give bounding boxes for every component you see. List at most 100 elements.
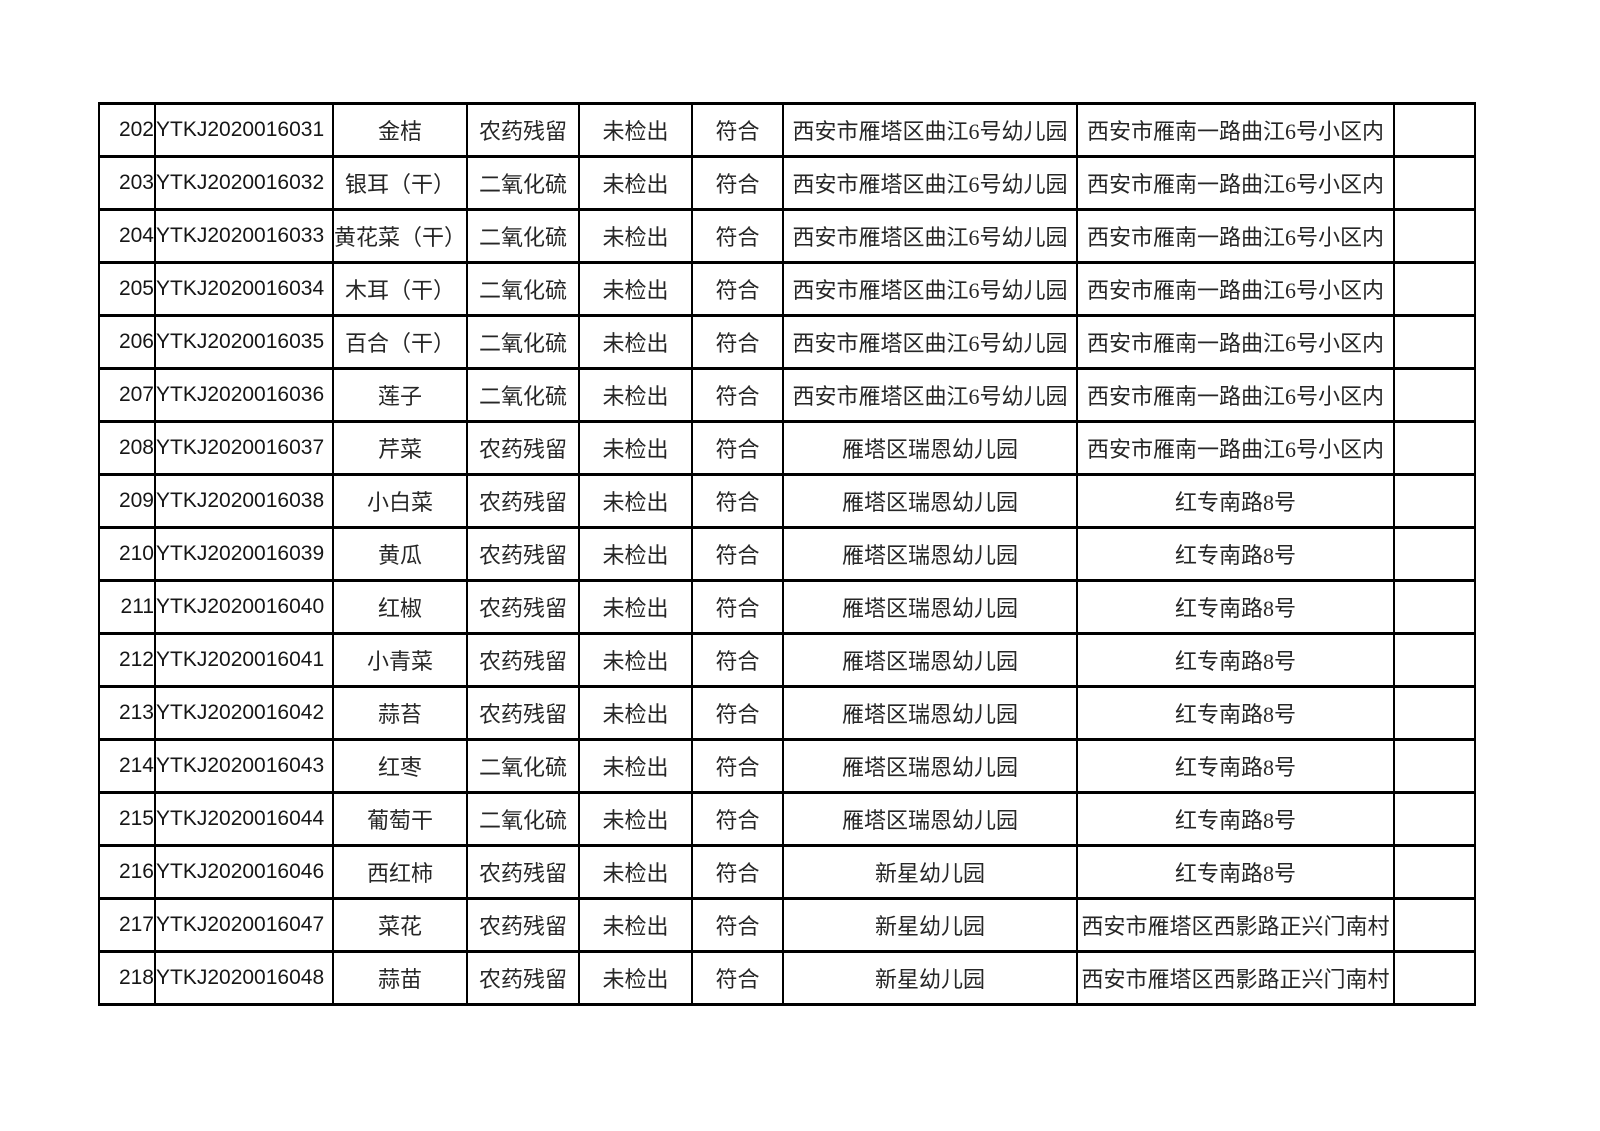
cell-unit-address: 西安市雁南一路曲江6号小区内 bbox=[1076, 367, 1396, 423]
table-row: 213 YTKJ2020016042 蒜苔 农药残留 未检出 符合 雁塔区瑞恩幼儿园 红专南路… bbox=[98, 685, 1477, 741]
cell-unit-address: 红专南路8号 bbox=[1076, 526, 1396, 582]
cell-sample-name: 菜花 bbox=[331, 897, 469, 953]
cell-conclusion: 符合 bbox=[691, 950, 785, 1006]
cell-conclusion: 符合 bbox=[691, 738, 785, 794]
cell-test-result: 未检出 bbox=[578, 526, 694, 582]
cell-sample-code: YTKJ2020016031 bbox=[154, 102, 334, 158]
cell-conclusion: 符合 bbox=[691, 208, 785, 264]
cell-unit-address: 西安市雁塔区西影路正兴门南村 bbox=[1076, 950, 1396, 1006]
cell-row-number: 211 bbox=[98, 579, 156, 635]
cell-test-result: 未检出 bbox=[578, 102, 694, 158]
cell-test-result: 未检出 bbox=[578, 685, 694, 741]
cell-unit-address: 西安市雁南一路曲江6号小区内 bbox=[1076, 261, 1396, 317]
cell-sampled-unit: 雁塔区瑞恩幼儿园 bbox=[782, 632, 1079, 688]
cell-sampled-unit: 西安市雁塔区曲江6号幼儿园 bbox=[782, 261, 1079, 317]
cell-test-item: 农药残留 bbox=[466, 420, 581, 476]
cell-test-item: 农药残留 bbox=[466, 685, 581, 741]
cell-sample-code: YTKJ2020016038 bbox=[154, 473, 334, 529]
cell-test-item: 二氧化硫 bbox=[466, 367, 581, 423]
cell-test-item: 二氧化硫 bbox=[466, 155, 581, 211]
cell-test-item: 农药残留 bbox=[466, 102, 581, 158]
cell-row-number: 213 bbox=[98, 685, 156, 741]
cell-unit-address: 西安市雁塔区西影路正兴门南村 bbox=[1076, 897, 1396, 953]
table-row: 210 YTKJ2020016039 黄瓜 农药残留 未检出 符合 雁塔区瑞恩幼儿园 红专南路… bbox=[98, 526, 1477, 582]
cell-remark bbox=[1393, 155, 1477, 211]
cell-sample-name: 黄瓜 bbox=[331, 526, 469, 582]
cell-sample-code: YTKJ2020016033 bbox=[154, 208, 334, 264]
cell-sample-name: 蒜苔 bbox=[331, 685, 469, 741]
cell-sample-name: 银耳（干） bbox=[331, 155, 469, 211]
cell-sample-name: 莲子 bbox=[331, 367, 469, 423]
cell-row-number: 206 bbox=[98, 314, 156, 370]
cell-unit-address: 红专南路8号 bbox=[1076, 632, 1396, 688]
cell-sampled-unit: 雁塔区瑞恩幼儿园 bbox=[782, 791, 1079, 847]
cell-sample-name: 金桔 bbox=[331, 102, 469, 158]
cell-conclusion: 符合 bbox=[691, 314, 785, 370]
cell-sample-code: YTKJ2020016039 bbox=[154, 526, 334, 582]
table-row: 205 YTKJ2020016034 木耳（干） 二氧化硫 未检出 符合 西安市雁塔区曲江6… bbox=[98, 261, 1477, 317]
cell-test-item: 二氧化硫 bbox=[466, 261, 581, 317]
cell-row-number: 217 bbox=[98, 897, 156, 953]
cell-remark bbox=[1393, 367, 1477, 423]
cell-conclusion: 符合 bbox=[691, 844, 785, 900]
cell-test-result: 未检出 bbox=[578, 791, 694, 847]
cell-sampled-unit: 雁塔区瑞恩幼儿园 bbox=[782, 579, 1079, 635]
cell-remark bbox=[1393, 950, 1477, 1006]
cell-unit-address: 红专南路8号 bbox=[1076, 685, 1396, 741]
cell-remark bbox=[1393, 844, 1477, 900]
cell-remark bbox=[1393, 526, 1477, 582]
cell-row-number: 203 bbox=[98, 155, 156, 211]
cell-row-number: 207 bbox=[98, 367, 156, 423]
table-row: 206 YTKJ2020016035 百合（干） 二氧化硫 未检出 符合 西安市雁塔区曲江6… bbox=[98, 314, 1477, 370]
cell-unit-address: 西安市雁南一路曲江6号小区内 bbox=[1076, 420, 1396, 476]
cell-row-number: 208 bbox=[98, 420, 156, 476]
cell-row-number: 215 bbox=[98, 791, 156, 847]
cell-sampled-unit: 西安市雁塔区曲江6号幼儿园 bbox=[782, 367, 1079, 423]
cell-test-result: 未检出 bbox=[578, 738, 694, 794]
cell-test-result: 未检出 bbox=[578, 579, 694, 635]
cell-remark bbox=[1393, 102, 1477, 158]
cell-remark bbox=[1393, 632, 1477, 688]
cell-row-number: 218 bbox=[98, 950, 156, 1006]
cell-remark bbox=[1393, 208, 1477, 264]
cell-sampled-unit: 雁塔区瑞恩幼儿园 bbox=[782, 420, 1079, 476]
cell-remark bbox=[1393, 897, 1477, 953]
cell-row-number: 205 bbox=[98, 261, 156, 317]
cell-sampled-unit: 雁塔区瑞恩幼儿园 bbox=[782, 526, 1079, 582]
cell-row-number: 212 bbox=[98, 632, 156, 688]
cell-sample-name: 红枣 bbox=[331, 738, 469, 794]
cell-conclusion: 符合 bbox=[691, 420, 785, 476]
table-row: 211 YTKJ2020016040 红椒 农药残留 未检出 符合 雁塔区瑞恩幼儿园 红专南路… bbox=[98, 579, 1477, 635]
cell-unit-address: 西安市雁南一路曲江6号小区内 bbox=[1076, 314, 1396, 370]
table-row: 207 YTKJ2020016036 莲子 二氧化硫 未检出 符合 西安市雁塔区曲江6号幼儿… bbox=[98, 367, 1477, 423]
cell-conclusion: 符合 bbox=[691, 102, 785, 158]
cell-sampled-unit: 雁塔区瑞恩幼儿园 bbox=[782, 738, 1079, 794]
cell-test-result: 未检出 bbox=[578, 261, 694, 317]
cell-sample-code: YTKJ2020016048 bbox=[154, 950, 334, 1006]
cell-test-item: 二氧化硫 bbox=[466, 208, 581, 264]
cell-sampled-unit: 新星幼儿园 bbox=[782, 844, 1079, 900]
cell-unit-address: 红专南路8号 bbox=[1076, 791, 1396, 847]
cell-conclusion: 符合 bbox=[691, 155, 785, 211]
table-row: 218 YTKJ2020016048 蒜苗 农药残留 未检出 符合 新星幼儿园 西安市雁塔区西… bbox=[98, 950, 1477, 1006]
table-row: 215 YTKJ2020016044 葡萄干 二氧化硫 未检出 符合 雁塔区瑞恩幼儿园 红专南… bbox=[98, 791, 1477, 847]
cell-conclusion: 符合 bbox=[691, 632, 785, 688]
cell-sampled-unit: 新星幼儿园 bbox=[782, 897, 1079, 953]
cell-sample-name: 黄花菜（干） bbox=[331, 208, 469, 264]
cell-row-number: 204 bbox=[98, 208, 156, 264]
cell-sampled-unit: 雁塔区瑞恩幼儿园 bbox=[782, 685, 1079, 741]
cell-sampled-unit: 新星幼儿园 bbox=[782, 950, 1079, 1006]
cell-test-result: 未检出 bbox=[578, 367, 694, 423]
cell-test-item: 二氧化硫 bbox=[466, 314, 581, 370]
cell-sample-code: YTKJ2020016040 bbox=[154, 579, 334, 635]
cell-sample-name: 葡萄干 bbox=[331, 791, 469, 847]
cell-remark bbox=[1393, 314, 1477, 370]
cell-unit-address: 红专南路8号 bbox=[1076, 738, 1396, 794]
cell-test-item: 农药残留 bbox=[466, 897, 581, 953]
cell-conclusion: 符合 bbox=[691, 579, 785, 635]
cell-conclusion: 符合 bbox=[691, 473, 785, 529]
table-row: 208 YTKJ2020016037 芹菜 农药残留 未检出 符合 雁塔区瑞恩幼儿园 西安市雁… bbox=[98, 420, 1477, 476]
cell-test-result: 未检出 bbox=[578, 473, 694, 529]
cell-sample-code: YTKJ2020016037 bbox=[154, 420, 334, 476]
cell-sample-name: 小青菜 bbox=[331, 632, 469, 688]
